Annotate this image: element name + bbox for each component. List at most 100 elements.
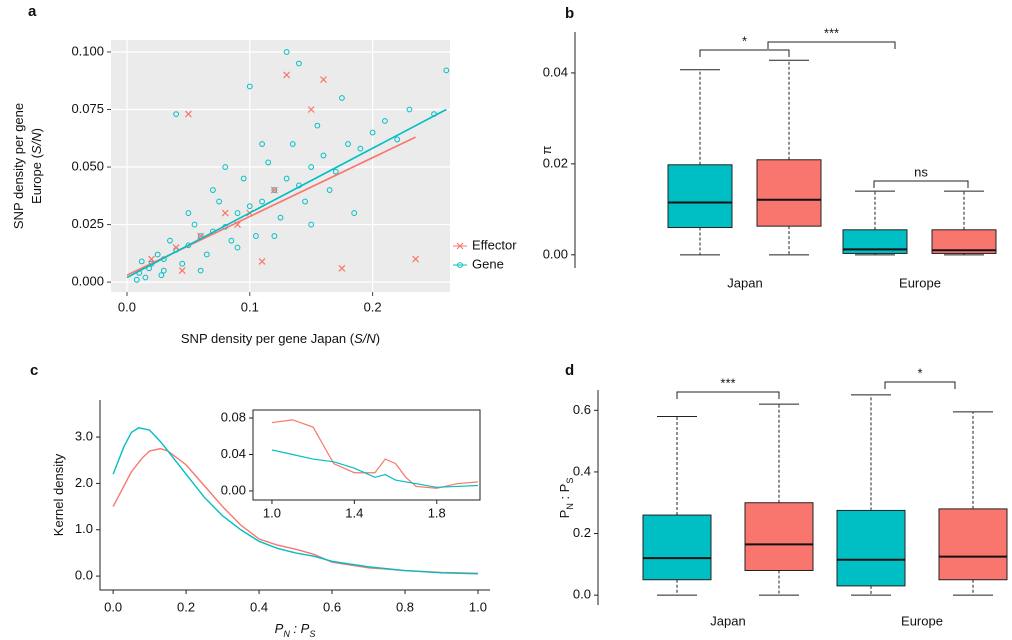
gene-point [133, 276, 140, 283]
significance-label: * [742, 33, 747, 48]
gene-point [308, 164, 315, 170]
y-tick-label: 0.075 [71, 101, 104, 116]
y-tick-label: 0.000 [71, 274, 104, 289]
y-tick-label: 0.100 [71, 43, 104, 58]
gene-point [302, 198, 308, 205]
effector-point [221, 209, 229, 217]
x-marker [307, 106, 315, 113]
gene-point [345, 141, 351, 147]
box [642, 514, 712, 581]
gene-point [240, 175, 247, 182]
label-part: S/N [29, 132, 44, 154]
gene-point [246, 83, 253, 90]
x-marker [172, 244, 180, 252]
plot-background [111, 40, 450, 292]
gene-point [259, 198, 265, 205]
effector-point [412, 255, 420, 263]
x-axis-label: SNP density per gene Japan (S/N) [181, 331, 380, 346]
density-line [271, 419, 478, 489]
box [842, 229, 908, 254]
x-marker [184, 110, 192, 118]
label-part: π [539, 145, 554, 154]
x-marker [283, 71, 291, 79]
x-marker [258, 257, 266, 265]
label-part: N [565, 503, 575, 510]
y-tick-label: 2.0 [75, 475, 93, 490]
y-tick-label: 0.00 [221, 482, 246, 497]
x-marker [338, 264, 346, 272]
y-tick-label: 0.025 [71, 216, 104, 231]
x-tick-label: 0.0 [104, 599, 122, 614]
y-axis-label: PN : PS [557, 478, 575, 519]
x-marker [412, 255, 420, 263]
y-tick-label: 0.02 [543, 155, 568, 170]
x-marker [148, 255, 155, 263]
box [744, 502, 814, 572]
panel-label: a [28, 3, 37, 20]
effector-point [148, 255, 155, 263]
label-part: P [275, 621, 284, 636]
y-axis-label: SNP density per gene [11, 103, 26, 229]
label-part: : P [290, 621, 310, 636]
y-tick-label: 1.0 [75, 521, 93, 536]
gene-point [296, 60, 302, 67]
x-tick-label: 1.0 [469, 599, 487, 614]
label-part: Kernel density [51, 453, 66, 536]
gene-point [197, 267, 204, 274]
significance-bracket [676, 391, 780, 399]
panel-label: d [565, 362, 574, 379]
y-tick-label: 3.0 [75, 429, 93, 444]
density-line [112, 447, 478, 575]
y-tick-label: 0.08 [221, 409, 246, 424]
significance-bracket [767, 41, 896, 49]
effector-point [172, 244, 180, 252]
x-tick-label: Japan [727, 275, 762, 290]
y-tick-label: 0.4 [573, 463, 591, 478]
y-tick-label: 0.050 [71, 158, 104, 173]
effector-point [338, 264, 346, 272]
gene-point [289, 141, 296, 147]
y-tick-label: 0.0 [573, 587, 591, 602]
gene-point [154, 251, 161, 258]
x-tick-label: 0.0 [118, 299, 136, 314]
y-axis-label: Europe (S/N) [29, 128, 44, 204]
x-tick-label: Japan [710, 613, 745, 628]
gene-point [173, 111, 179, 118]
y-tick-label: 0.0 [75, 568, 93, 583]
label-part: S [309, 629, 315, 639]
gene-point [271, 233, 278, 239]
gene-point [351, 210, 358, 216]
effector-point [320, 76, 327, 84]
gene-point [369, 129, 376, 136]
significance-label: * [917, 365, 922, 380]
box [756, 159, 822, 227]
gene-point [326, 187, 333, 193]
gene-point [314, 122, 321, 129]
label-part: S/N [354, 331, 376, 346]
x-tick-label: 0.2 [364, 299, 382, 314]
x-tick-label: 0.8 [396, 599, 414, 614]
significance-bracket [873, 180, 969, 188]
gene-point [308, 221, 315, 228]
gene-point [216, 198, 222, 205]
x-marker [178, 267, 186, 275]
x-tick-label: 0.6 [323, 599, 341, 614]
box [931, 229, 997, 254]
gene-point [339, 95, 345, 101]
gene-point [228, 237, 235, 244]
label-part: SNP density per gene Japan ( [181, 331, 355, 346]
y-tick-label: 0.2 [573, 525, 591, 540]
effector-point [283, 71, 291, 79]
gene-point [191, 221, 198, 228]
gene-point [443, 67, 450, 74]
x-axis-label: PN : PS [275, 621, 316, 639]
gene-point [234, 244, 241, 251]
x-tick-label: 0.4 [250, 599, 268, 614]
significance-label: *** [824, 25, 839, 40]
x-tick-label: 1.8 [428, 505, 446, 520]
significance-bracket [699, 49, 790, 57]
box [836, 509, 906, 587]
x-tick-label: 1.0 [263, 505, 281, 520]
gene-point [185, 210, 192, 216]
